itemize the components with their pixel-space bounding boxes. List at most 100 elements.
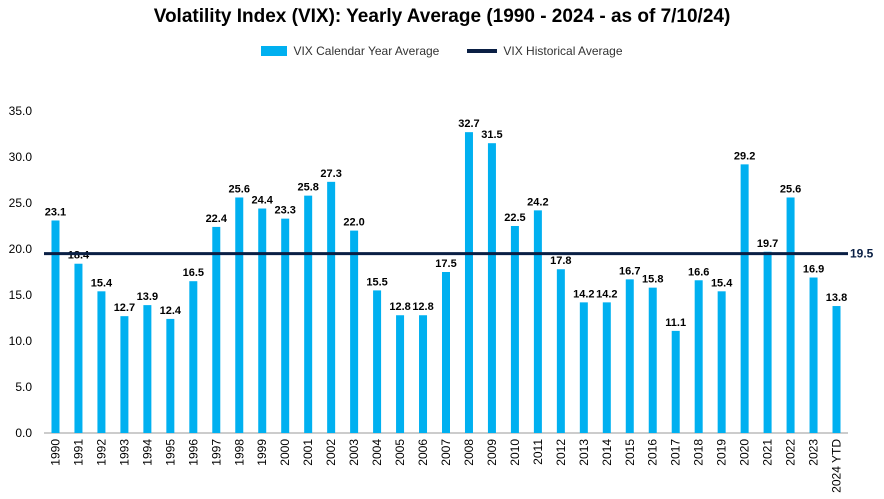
bar (832, 306, 841, 433)
bar (143, 305, 152, 433)
data-label: 17.8 (550, 255, 571, 267)
bar (442, 272, 450, 433)
x-tick-label: 2011 (531, 439, 545, 465)
data-label: 27.3 (320, 168, 341, 180)
y-tick-label: 15.0 (9, 288, 33, 302)
data-label: 19.7 (757, 238, 778, 250)
average-line-label: 19.5 (850, 247, 874, 261)
bar (373, 290, 382, 433)
chart-title: Volatility Index (VIX): Yearly Average (… (153, 6, 731, 27)
x-tick-label: 2003 (347, 439, 361, 466)
data-label: 15.4 (711, 277, 733, 289)
x-tick-label: 2008 (462, 439, 476, 466)
data-label: 12.7 (114, 302, 135, 314)
data-label: 14.2 (573, 288, 594, 300)
data-label: 16.5 (183, 267, 204, 279)
x-tick-label: 2016 (646, 439, 660, 466)
bar (74, 263, 83, 433)
bar (166, 318, 175, 433)
data-label: 25.6 (780, 183, 801, 195)
bar (350, 230, 359, 433)
y-tick-label: 10.0 (9, 334, 33, 348)
data-label: 29.2 (734, 150, 755, 162)
data-label: 16.7 (619, 265, 640, 277)
x-tick-label: 2002 (324, 439, 338, 466)
bar (809, 277, 818, 433)
bar (327, 181, 336, 433)
bar (763, 251, 772, 433)
data-label: 12.8 (389, 301, 410, 313)
data-label: 22.5 (504, 212, 525, 224)
x-tick-label: 2006 (416, 439, 430, 466)
legend-label-average-line: VIX Historical Average (503, 44, 623, 58)
x-tick-label: 1996 (186, 439, 200, 466)
x-tick-label: 1999 (255, 439, 269, 466)
bar (258, 208, 267, 433)
data-label: 17.5 (435, 258, 456, 270)
x-tick-label: 2013 (577, 439, 591, 466)
data-label: 12.8 (412, 301, 433, 313)
bar (786, 197, 795, 433)
x-tick-label: 2015 (623, 439, 637, 466)
x-tick-label: 1990 (48, 439, 62, 466)
data-label: 25.8 (297, 182, 318, 194)
y-tick-label: 35.0 (9, 104, 33, 118)
data-label: 31.5 (481, 129, 502, 141)
x-tick-label: 1991 (71, 439, 85, 466)
bar (51, 220, 60, 433)
bar (281, 218, 290, 433)
legend-swatch-line (467, 49, 498, 53)
bar (419, 315, 428, 433)
x-tick-label: 2009 (485, 439, 499, 466)
bar (212, 226, 221, 433)
legend-label-bar-series: VIX Calendar Year Average (293, 44, 440, 58)
x-tick-label: 2024 YTD (830, 439, 844, 493)
x-tick-label: 2023 (807, 439, 821, 466)
data-label: 13.8 (826, 292, 847, 304)
bar (579, 302, 588, 433)
x-tick-label: 2020 (738, 439, 752, 466)
bar (304, 195, 313, 433)
bar (235, 197, 244, 433)
data-label: 25.6 (229, 183, 250, 195)
x-tick-label: 2000 (278, 439, 292, 466)
bar (189, 281, 198, 433)
y-tick-label: 30.0 (9, 150, 33, 164)
y-tick-label: 0.0 (15, 426, 32, 440)
x-tick-label: 2014 (600, 439, 614, 466)
data-label: 16.9 (803, 264, 824, 276)
x-tick-label: 2004 (370, 439, 384, 466)
bar (671, 330, 680, 433)
bar (602, 302, 611, 433)
data-label: 32.7 (458, 118, 479, 130)
x-tick-label: 2007 (439, 439, 453, 466)
x-tick-label: 1995 (163, 439, 177, 466)
bar (464, 132, 473, 433)
x-tick-label: 1994 (140, 439, 154, 466)
x-tick-label: 2022 (784, 439, 798, 466)
legend-item-bar-series: VIX Calendar Year Average (261, 44, 439, 58)
data-label: 11.1 (665, 317, 686, 329)
x-tick-label: 2018 (692, 439, 706, 466)
data-label: 22.0 (343, 217, 364, 229)
data-label: 24.2 (527, 196, 548, 208)
x-tick-label: 2021 (761, 439, 775, 466)
data-label: 18.4 (68, 250, 90, 262)
bar (97, 291, 106, 433)
x-tick-label: 1998 (232, 439, 246, 466)
bar (740, 164, 749, 434)
bar (648, 287, 657, 433)
bar (487, 143, 496, 433)
x-tick-label: 2010 (508, 439, 522, 466)
data-label: 15.5 (366, 276, 387, 288)
data-label: 14.2 (596, 288, 617, 300)
x-tick-label: 2019 (715, 439, 729, 466)
y-tick-label: 5.0 (15, 380, 32, 394)
y-tick-label: 20.0 (9, 242, 33, 256)
legend-swatch-bar (261, 46, 288, 56)
data-label: 13.9 (137, 291, 158, 303)
legend: VIX Calendar Year Average VIX Historical… (0, 44, 884, 58)
x-tick-label: 2001 (301, 439, 315, 466)
data-label: 15.4 (91, 277, 113, 289)
